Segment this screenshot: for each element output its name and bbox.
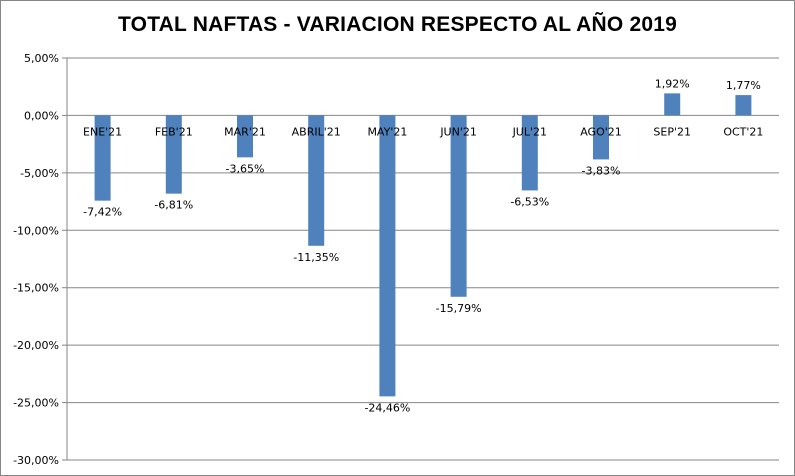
bar <box>308 115 325 246</box>
data-label: -7,42% <box>83 206 122 219</box>
category-label: JUL'21 <box>512 125 547 138</box>
y-tick-label: 5,00% <box>24 52 59 65</box>
data-label: -3,83% <box>582 164 621 177</box>
y-tick-label: -10,00% <box>13 224 59 237</box>
bar <box>664 93 681 116</box>
data-label: -24,46% <box>364 401 410 414</box>
bar <box>521 115 538 191</box>
bar <box>450 115 467 297</box>
category-label: MAY'21 <box>367 125 407 138</box>
data-label: 1,92% <box>655 77 690 90</box>
category-label: OCT'21 <box>723 125 763 138</box>
y-tick-label: -20,00% <box>13 339 59 352</box>
bar <box>735 95 752 116</box>
data-label: -6,81% <box>154 199 193 212</box>
y-tick-label: 0,00% <box>24 109 59 122</box>
bar <box>379 115 396 397</box>
bar <box>94 115 111 201</box>
data-label: 1,77% <box>726 79 761 92</box>
category-label: ENE'21 <box>83 125 122 138</box>
y-tick-label: -5,00% <box>20 167 59 180</box>
data-label: -11,35% <box>293 251 339 264</box>
y-tick-label: -15,00% <box>13 282 59 295</box>
bar <box>237 115 253 158</box>
chart-title: TOTAL NAFTAS - VARIACION RESPECTO AL AÑO… <box>118 13 677 36</box>
category-label: SEP'21 <box>653 125 691 138</box>
bar <box>165 115 182 194</box>
category-label: MAR'21 <box>224 125 266 138</box>
bar <box>593 115 609 160</box>
y-tick-label: -30,00% <box>13 454 59 467</box>
data-label: -15,79% <box>436 302 482 315</box>
data-label: -6,53% <box>510 195 549 208</box>
category-label: FEB'21 <box>155 125 193 138</box>
category-label: ABRIL'21 <box>292 125 341 138</box>
category-label: AGO'21 <box>580 125 622 138</box>
y-tick-label: -25,00% <box>13 397 59 410</box>
data-label: -3,65% <box>226 162 265 175</box>
category-label: JUN'21 <box>439 125 477 138</box>
